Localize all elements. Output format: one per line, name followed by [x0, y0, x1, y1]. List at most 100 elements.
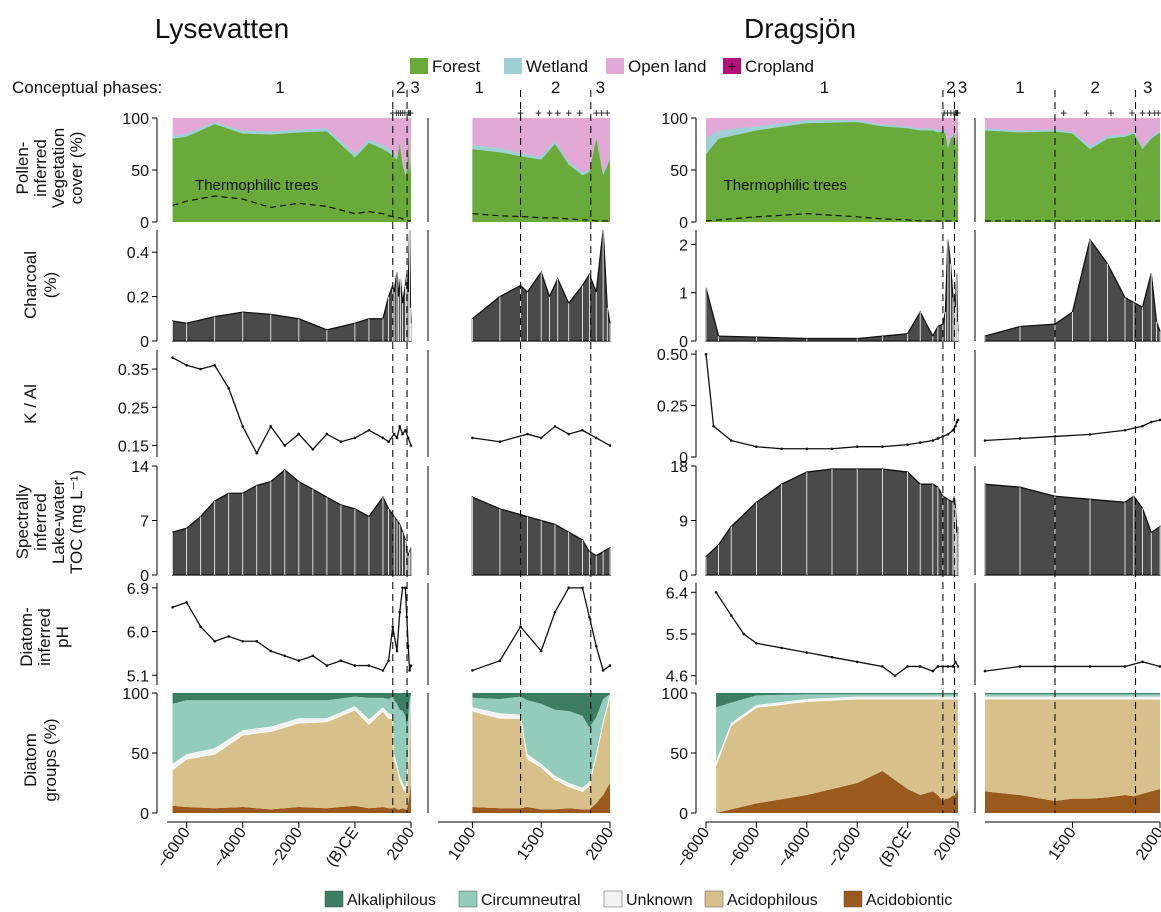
cropland-marker: + [576, 106, 583, 120]
k-al-point [398, 425, 402, 428]
y-tick-label: 9 [679, 514, 688, 531]
k-al-point [297, 432, 301, 436]
legend-label-forest: Forest [432, 57, 480, 76]
forest-area [985, 130, 1160, 222]
ph-point [367, 664, 371, 667]
site-title-lysevatten: Lysevatten [155, 13, 289, 44]
diatom-acidophilous-area [472, 696, 610, 810]
y-tick-label: 0.50 [657, 347, 688, 364]
cropland-marker: + [407, 106, 414, 120]
charcoal-area [171, 229, 412, 342]
k-al-point [471, 436, 474, 440]
ph-point [983, 669, 987, 673]
ph-point [353, 664, 357, 667]
ph-point [398, 610, 402, 614]
x-tick-label: (B)CE [323, 825, 362, 870]
cropland-marker: + [406, 106, 413, 120]
y-tick-label: 4.6 [666, 669, 688, 686]
cropland-marker: + [393, 106, 400, 120]
diatom-alkaliphilous-area [985, 693, 1160, 695]
site-title-dragsjon: Dragsjön [744, 13, 856, 44]
legend-swatch-unknown [603, 890, 623, 908]
k-al-point [401, 432, 404, 436]
x-tick-label: −4000 [210, 824, 250, 871]
y-tick-label: 0 [679, 568, 688, 585]
y-tick-label: 0 [140, 334, 149, 351]
ph-point [931, 669, 935, 673]
cropland-marker: + [1155, 106, 1161, 120]
k-al-line [172, 357, 412, 455]
ph-line [472, 587, 611, 672]
cropland-marker: + [554, 106, 561, 120]
k-al-point [255, 451, 259, 455]
k-al-point [353, 436, 357, 440]
diatom-circumneutral-area [716, 694, 958, 762]
forest-area [472, 138, 610, 222]
row-label-charcoal-1: Charcoal [21, 251, 40, 319]
ph-point [954, 660, 957, 664]
legend-swatch-cropland [723, 58, 741, 74]
ph-point [729, 614, 733, 617]
x-tick-label: (B)CE [876, 825, 915, 870]
ph-point [951, 665, 955, 668]
k-al-point [1123, 428, 1127, 432]
row-label-ph-3: pH [53, 626, 72, 648]
ph-point [408, 669, 411, 672]
cropland-marker: + [1060, 106, 1067, 120]
row-label-toc-4: TOC (mg L⁻¹) [67, 470, 86, 574]
ph-point [255, 639, 259, 643]
k-al-point [594, 436, 598, 440]
y-tick-label: 5.5 [666, 627, 688, 644]
cropland-marker: + [397, 106, 404, 120]
x-tick-label: 2000 [384, 824, 418, 863]
phase-label-3: 3 [596, 78, 605, 97]
ph-point [893, 674, 897, 678]
toc-area [171, 469, 412, 576]
diatom-acidophilous-area [172, 696, 411, 810]
cropland-marker: + [1139, 106, 1146, 120]
diatom-acidobiontic-area [716, 771, 958, 813]
cropland-marker: + [941, 106, 948, 120]
x-tick-label: 2000 [583, 824, 617, 863]
k-al-point [283, 444, 287, 447]
cropland-marker: + [953, 106, 960, 120]
ph-point [1141, 660, 1144, 664]
ph-point [409, 664, 413, 667]
legend-label-alkaliphilous: Alkaliphilous [347, 892, 436, 909]
k-al-point [404, 428, 407, 432]
ph-point [601, 669, 605, 672]
row-label-ph-2: inferred [35, 608, 54, 666]
k-al-point [171, 356, 174, 359]
ph-point [199, 625, 202, 629]
legend-swatch-open-land [606, 58, 624, 74]
row-label-vegetation-3: Vegetation [49, 128, 68, 208]
row-label-vegetation-2: inferred [31, 139, 50, 197]
k-al-point [567, 432, 571, 436]
k-al-point [409, 444, 413, 447]
legend-swatch-alkaliphilous [324, 890, 344, 908]
y-tick-label: 0 [140, 806, 149, 823]
annotation-thermophilic-trees: Thermophilic trees [724, 177, 847, 194]
cropland-marker: + [1146, 106, 1153, 120]
phase-label-3: 3 [958, 78, 967, 97]
k-al-point [955, 420, 959, 424]
cropland-marker: + [389, 106, 396, 120]
k-al-point [539, 436, 543, 440]
k-al-point [608, 444, 612, 447]
ph-point [956, 665, 960, 668]
y-tick-label: 0 [140, 215, 149, 232]
ph-point [391, 625, 395, 629]
k-al-point [1141, 424, 1144, 428]
diatom-alkaliphilous-area [472, 693, 610, 728]
k-al-point [855, 445, 859, 449]
ph-point [339, 659, 343, 663]
legend-swatch-acidobiontic [843, 890, 863, 908]
k-al-point [185, 363, 188, 367]
x-tick-label: −2000 [266, 824, 306, 871]
cropland-marker: + [944, 106, 951, 120]
conceptual-phases-label: Conceptual phases: [12, 78, 162, 97]
ph-point [1158, 665, 1161, 668]
vegetation-legend: Forest Wetland Open land + Cropland [410, 57, 814, 76]
cropland-marker: + [535, 106, 542, 120]
k-al-point [805, 447, 809, 451]
